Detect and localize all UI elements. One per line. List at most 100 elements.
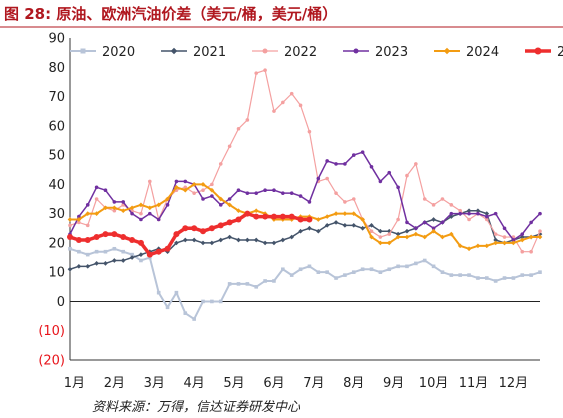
data-point: [351, 197, 356, 201]
data-point: [395, 234, 401, 240]
x-axis-tick-labels: 1月 2月 3月 4月 5月 6月 7月 8月 9月 10月 11月 12月: [64, 376, 528, 391]
data-point: [192, 191, 196, 195]
data-point: [84, 236, 91, 243]
data-point: [156, 290, 161, 295]
y-tick-label: 60: [48, 119, 65, 134]
data-point: [129, 255, 135, 260]
data-point: [458, 211, 462, 216]
data-point: [476, 211, 480, 216]
data-point: [324, 214, 330, 219]
data-point: [174, 290, 179, 295]
data-point: [103, 205, 108, 211]
data-point: [138, 202, 144, 208]
legend-item-2023: 2023: [343, 45, 408, 60]
data-point: [236, 208, 241, 214]
data-point: [93, 234, 100, 241]
data-point: [307, 129, 312, 134]
data-point: [139, 217, 143, 222]
data-point: [431, 226, 436, 231]
data-point: [315, 217, 321, 222]
x-tick-label: 7月: [303, 376, 324, 391]
data-point: [466, 208, 472, 214]
data-point: [511, 276, 516, 280]
data-point: [431, 228, 436, 234]
data-point: [511, 240, 516, 246]
data-point: [67, 266, 73, 272]
data-point: [360, 225, 365, 231]
data-point: [325, 159, 329, 163]
data-point: [342, 211, 348, 216]
data-point: [333, 211, 339, 216]
data-point: [183, 179, 188, 184]
data-point: [396, 185, 400, 190]
data-point: [165, 305, 170, 310]
data-point: [130, 252, 134, 257]
series-2024: [67, 182, 543, 252]
data-point: [307, 264, 312, 269]
data-point: [378, 270, 383, 274]
data-point: [351, 211, 357, 216]
data-point: [245, 282, 250, 286]
data-point: [395, 231, 401, 237]
data-point: [315, 228, 321, 234]
data-point: [484, 211, 490, 216]
data-point: [404, 228, 410, 234]
data-point: [253, 213, 260, 220]
y-tick-label: (20): [38, 354, 65, 369]
data-point: [360, 267, 365, 272]
data-point: [334, 162, 338, 166]
data-point: [120, 258, 126, 263]
data-point: [520, 249, 525, 254]
data-point: [111, 205, 117, 211]
data-point: [68, 223, 72, 228]
data-point: [281, 267, 285, 272]
data-point: [343, 200, 347, 204]
data-point: [298, 228, 303, 234]
data-point: [476, 276, 480, 280]
data-point: [288, 213, 295, 220]
figure-title: 图 28: 原油、欧洲汽油价差（美元/桶，美元/桶）: [4, 5, 338, 23]
data-point: [146, 251, 153, 258]
data-point: [272, 109, 276, 113]
data-point: [121, 200, 126, 204]
data-point: [449, 203, 454, 207]
x-tick-label: 11月: [459, 376, 489, 391]
x-tick-label: 9月: [383, 376, 404, 391]
data-point: [298, 103, 303, 108]
data-point: [139, 211, 143, 216]
data-point: [414, 162, 418, 166]
series-layer: [67, 68, 543, 321]
data-point: [351, 270, 356, 274]
legend-marker: [262, 48, 268, 54]
data-point: [192, 317, 196, 321]
data-point: [165, 196, 170, 202]
data-point: [537, 234, 543, 240]
data-point: [493, 240, 499, 246]
data-point: [289, 234, 295, 240]
data-point: [129, 236, 136, 243]
x-tick-label: 3月: [144, 376, 165, 391]
series-2025: [67, 210, 313, 258]
data-point: [236, 188, 241, 193]
y-tick-label: 20: [48, 236, 65, 251]
data-point: [440, 220, 445, 225]
data-point: [449, 273, 454, 277]
data-point: [245, 118, 250, 122]
data-point: [316, 270, 321, 274]
data-point: [85, 223, 90, 228]
data-point: [262, 213, 269, 220]
data-point: [245, 237, 250, 243]
data-point: [182, 187, 188, 193]
data-point: [422, 220, 427, 225]
source-note: 资料来源：万得，信达证券研发中心: [92, 400, 301, 415]
data-point: [334, 276, 338, 280]
data-point: [351, 223, 357, 228]
y-tick-label: (10): [38, 324, 65, 339]
data-point: [76, 263, 82, 269]
data-point: [502, 235, 507, 239]
data-point: [121, 249, 126, 254]
x-tick-label: 10月: [419, 376, 449, 391]
data-point: [191, 225, 198, 232]
data-point: [387, 267, 392, 272]
